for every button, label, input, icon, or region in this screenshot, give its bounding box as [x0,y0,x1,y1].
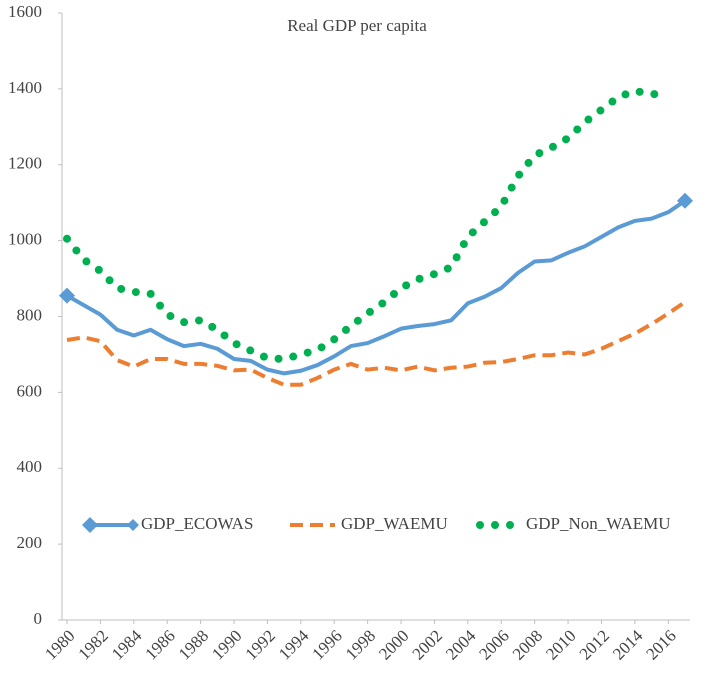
end-marker [59,287,76,304]
y-tick-label: 1000 [8,230,42,249]
x-tick-label: 1982 [75,626,112,663]
legend-marker [82,517,98,533]
series-line [63,86,673,364]
x-tick-label: 1988 [175,626,212,663]
series-line [66,300,687,387]
x-tick-label: 1984 [108,626,146,664]
x-tick-label: 1998 [342,626,379,663]
x-tick-label: 2016 [642,626,679,663]
end-marker [676,192,693,209]
y-tick-label: 1400 [8,78,42,97]
x-tick-label: 2008 [509,626,546,663]
y-tick-label: 0 [34,609,43,628]
x-tick-label: 2014 [609,626,647,664]
x-tick-label: 1980 [41,626,78,663]
y-tick-label: 800 [17,305,43,324]
x-tick-label: 1990 [208,626,245,663]
y-tick-label: 600 [17,381,43,400]
y-tick-label: 200 [17,533,43,552]
y-tick-label: 1200 [8,154,42,173]
x-tick-label: 1986 [141,626,178,663]
x-tick-label: 2004 [442,626,480,664]
x-tick-label: 2012 [576,626,613,663]
legend-label: GDP_WAEMU [341,514,448,533]
x-tick-label: 1994 [275,626,313,664]
x-tick-label: 1992 [242,626,279,663]
x-tick-label: 2006 [475,626,512,663]
x-tick-label: 2000 [375,626,412,663]
x-tick-label: 1996 [308,626,345,663]
legend-label: GDP_ECOWAS [141,514,253,533]
x-tick-label: 2010 [542,626,579,663]
legend-label: GDP_Non_WAEMU [526,514,671,533]
y-tick-label: 400 [17,457,43,476]
legend-marker [127,519,139,531]
chart-title: Real GDP per capita [287,16,427,35]
y-tick-label: 1600 [8,2,42,21]
series-line [66,199,687,376]
x-tick-label: 2002 [409,626,446,663]
